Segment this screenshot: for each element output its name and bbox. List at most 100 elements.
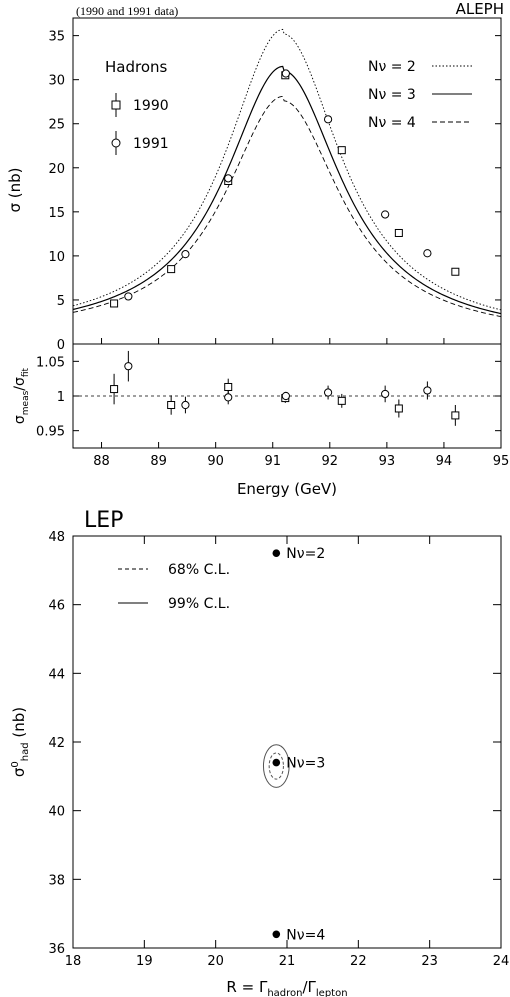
marker-1990	[451, 267, 460, 276]
neutrino-points: Nν=2 Nν=3 Nν=4	[272, 546, 325, 943]
marker-1991	[323, 115, 333, 124]
lep-x-tick-label: 24	[493, 954, 510, 969]
ratio-marker-1990	[167, 401, 176, 410]
ratio-marker-1990	[224, 382, 233, 391]
ratio-marker-1990	[394, 404, 403, 413]
lep-legend-label: 68% C.L.	[168, 562, 230, 578]
curve-legend-label: Nν = 2	[368, 59, 416, 75]
ratio-y-tick-label: 0.95	[36, 425, 65, 440]
lep-tick-group: 36 38 40 42 44 46 48 18 19 20 21 22 23 24	[48, 530, 509, 969]
marker-1991	[381, 210, 390, 219]
marker-1990	[110, 299, 119, 308]
y-tick-label: 15	[48, 206, 65, 221]
cross-section-panel: ALEPH Hadrons σ (nb) 0 5 10 15 20 25 30 35 1990…	[6, 0, 504, 353]
ratio-x-tick-label: 88	[93, 454, 110, 469]
y-tick-label: 30	[48, 74, 65, 89]
ratio-x-tick-label: 93	[379, 454, 396, 469]
ratio-y-label-sub2: fit	[21, 367, 31, 377]
ratio-x-tick-label: 90	[207, 454, 224, 469]
ratio-marker-1990	[337, 396, 346, 405]
lep-y-tick-label: 48	[48, 530, 65, 545]
neutrino-point-label: Nν=3	[286, 756, 325, 772]
lep-legend: 68% C.L. 99% C.L.	[118, 562, 230, 612]
ratio-x-tick-group: 88 89 90 91 92 93 94 95	[93, 442, 509, 469]
ratio-y-label-sub1: meas	[21, 390, 31, 415]
ratio-marker-1991	[181, 400, 190, 410]
marker-1991	[281, 69, 290, 78]
curve-legend-label: Nν = 4	[368, 115, 416, 131]
inset-title: Hadrons	[105, 58, 168, 76]
curve-legend-label: Nν = 3	[368, 87, 416, 103]
lep-title: LEP	[84, 508, 123, 533]
ratio-y-tick-label: 1	[57, 390, 65, 405]
marker-1990	[167, 265, 176, 274]
ratio-y-tick-label: 1.05	[36, 355, 65, 370]
ratio-y-label: σmeas/σfit	[12, 367, 31, 424]
lep-y-label: σ0had (nb)	[10, 707, 31, 777]
lep-plot-frame	[72, 535, 502, 949]
y-tick-label: 0	[57, 338, 65, 353]
legend-marker-1990	[111, 100, 121, 110]
lep-y-label-unit: (nb)	[10, 707, 28, 743]
y-tick-label: 25	[48, 118, 65, 133]
ratio-y-tick-group: 0.95 1 1.05	[36, 355, 501, 440]
lep-y-tick-label: 44	[48, 667, 65, 682]
data-years-note: (1990 and 1991 data)	[76, 4, 179, 18]
lep-x-label-sub1: hadron	[267, 988, 302, 997]
ratio-marker-1991	[224, 393, 233, 402]
y-tick-label: 20	[48, 162, 65, 177]
curve-dashed	[72, 95, 502, 318]
neutrino-point-label: Nν=2	[286, 546, 325, 562]
ratio-y-label-main: σ	[12, 415, 28, 424]
curve-dotted	[72, 28, 502, 311]
marker-1991	[181, 250, 190, 259]
experiment-label: ALEPH	[456, 0, 504, 18]
neutrino-point	[272, 549, 281, 557]
ratio-marker-1990	[451, 411, 460, 420]
y-axis-label: σ (nb)	[6, 167, 24, 212]
ratio-x-tick-label: 91	[264, 454, 281, 469]
confidence-contours	[262, 744, 290, 788]
lep-x-tick-label: 23	[421, 954, 438, 969]
lep-y-label-sub: had	[20, 742, 31, 761]
marker-1991	[124, 292, 133, 301]
ratio-marker-1991	[381, 389, 390, 399]
lep-x-tick-label: 20	[207, 954, 224, 969]
lep-y-label-sigma: σ	[10, 767, 28, 777]
lep-x-label-r: R = Γ	[226, 978, 268, 996]
data-points	[110, 69, 460, 308]
ratio-y-label-slash: /σ	[12, 377, 28, 391]
ratio-panel: σmeas/σfit 0.95 1 1.05 88 89 90 91 92 93 94 95 En…	[12, 343, 509, 498]
ratio-marker-1991	[281, 391, 290, 401]
ratio-marker-1990	[110, 385, 119, 394]
ratio-marker-1991	[124, 362, 133, 371]
lep-x-label-sub2: lepton	[316, 988, 348, 997]
y-tick-group: 0 5 10 15 20 25 30 35	[48, 30, 502, 353]
lep-x-label: R = Γhadron/Γlepton	[226, 978, 347, 997]
marker-1991	[423, 249, 432, 258]
neutrino-point	[272, 758, 281, 767]
contour-dashed	[268, 752, 284, 780]
legend: 1990 1991 Nν = 2 Nν = 3 Nν = 4	[111, 59, 472, 155]
neutrino-point	[272, 930, 281, 939]
legend-marker-1991	[111, 138, 121, 148]
lep-y-tick-label: 46	[48, 599, 65, 614]
y-tick-label: 35	[48, 30, 65, 45]
lep-x-label-slash: /Γ	[302, 978, 316, 996]
lep-y-label-sup: 0	[10, 761, 21, 767]
legend-label: 1991	[133, 136, 169, 152]
neutrino-point-label: Nν=4	[286, 927, 325, 943]
lep-legend-label: 99% C.L.	[168, 596, 230, 612]
lep-x-tick-label: 18	[65, 954, 82, 969]
ratio-x-tick-label: 89	[150, 454, 167, 469]
lep-x-tick-label: 22	[350, 954, 367, 969]
lep-x-tick-label: 19	[136, 954, 153, 969]
lep-panel: LEP 36 38 40 42 44 46 48 18 19 20 21 22 23 24 68% C.L…	[10, 508, 509, 997]
legend-label: 1990	[133, 98, 169, 114]
ratio-marker-1991	[423, 386, 432, 395]
lep-y-tick-label: 40	[48, 805, 65, 820]
lep-y-tick-label: 42	[48, 736, 65, 751]
y-tick-label: 5	[57, 294, 65, 309]
energy-axis-label: Energy (GeV)	[237, 480, 337, 498]
